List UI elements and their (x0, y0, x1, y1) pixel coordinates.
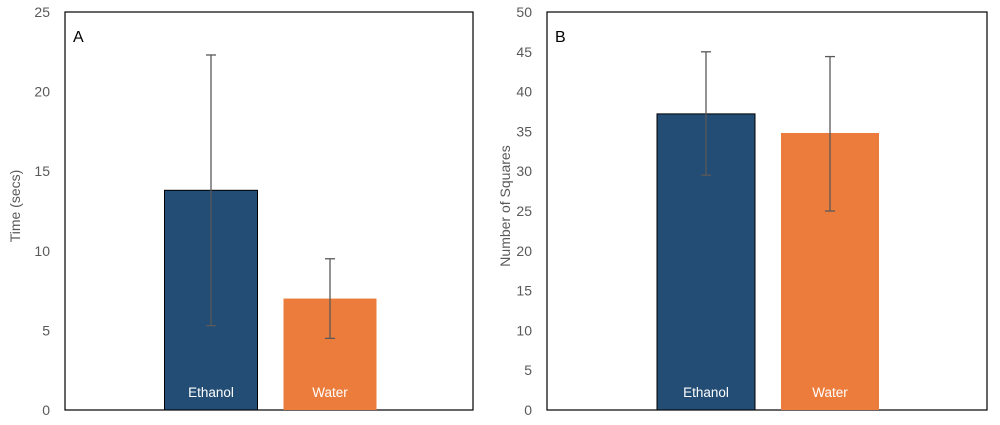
category-label-ethanol: Ethanol (683, 385, 729, 400)
plot-area-border (546, 11, 988, 411)
category-label-water: Water (812, 385, 848, 400)
y-tick-label: 15 (516, 283, 532, 299)
chart-b: 0 5 10 15 20 25 30 35 40 45 50 Number of Squares B Et… (500, 0, 1000, 425)
plot-area-border (64, 11, 474, 411)
y-tick-label: 30 (516, 163, 532, 179)
y-tick-label: 15 (34, 163, 50, 179)
panel-label: B (555, 29, 566, 46)
y-tick-label: 35 (516, 123, 532, 139)
y-tick-label: 5 (42, 322, 50, 338)
y-tick-label: 40 (516, 84, 532, 100)
y-tick-label: 5 (524, 362, 532, 378)
y-tick-label: 0 (524, 402, 532, 418)
chart-a-svg: 0 5 10 15 20 25 Time (secs) A Ethanol Water (7, 4, 474, 418)
y-axis-title: Number of Squares (500, 145, 513, 266)
y-tick-label: 20 (516, 243, 532, 259)
y-tick-label: 25 (34, 4, 50, 20)
chart-b-svg: 0 5 10 15 20 25 30 35 40 45 50 Number of Squares B Et… (500, 4, 988, 418)
category-label-water: Water (312, 385, 348, 400)
y-tick-label: 10 (34, 243, 50, 259)
chart-a: 0 5 10 15 20 25 Time (secs) A Ethanol Water (7, 4, 474, 418)
y-tick-label: 50 (516, 4, 532, 20)
y-tick-label: 45 (516, 44, 532, 60)
y-axis-title: Time (secs) (7, 170, 23, 243)
y-tick-label: 20 (34, 84, 50, 100)
y-tick-label: 0 (42, 402, 50, 418)
y-tick-label: 25 (516, 203, 532, 219)
category-label-ethanol: Ethanol (188, 385, 234, 400)
panel-label: A (73, 29, 84, 46)
y-tick-label: 10 (516, 322, 532, 338)
